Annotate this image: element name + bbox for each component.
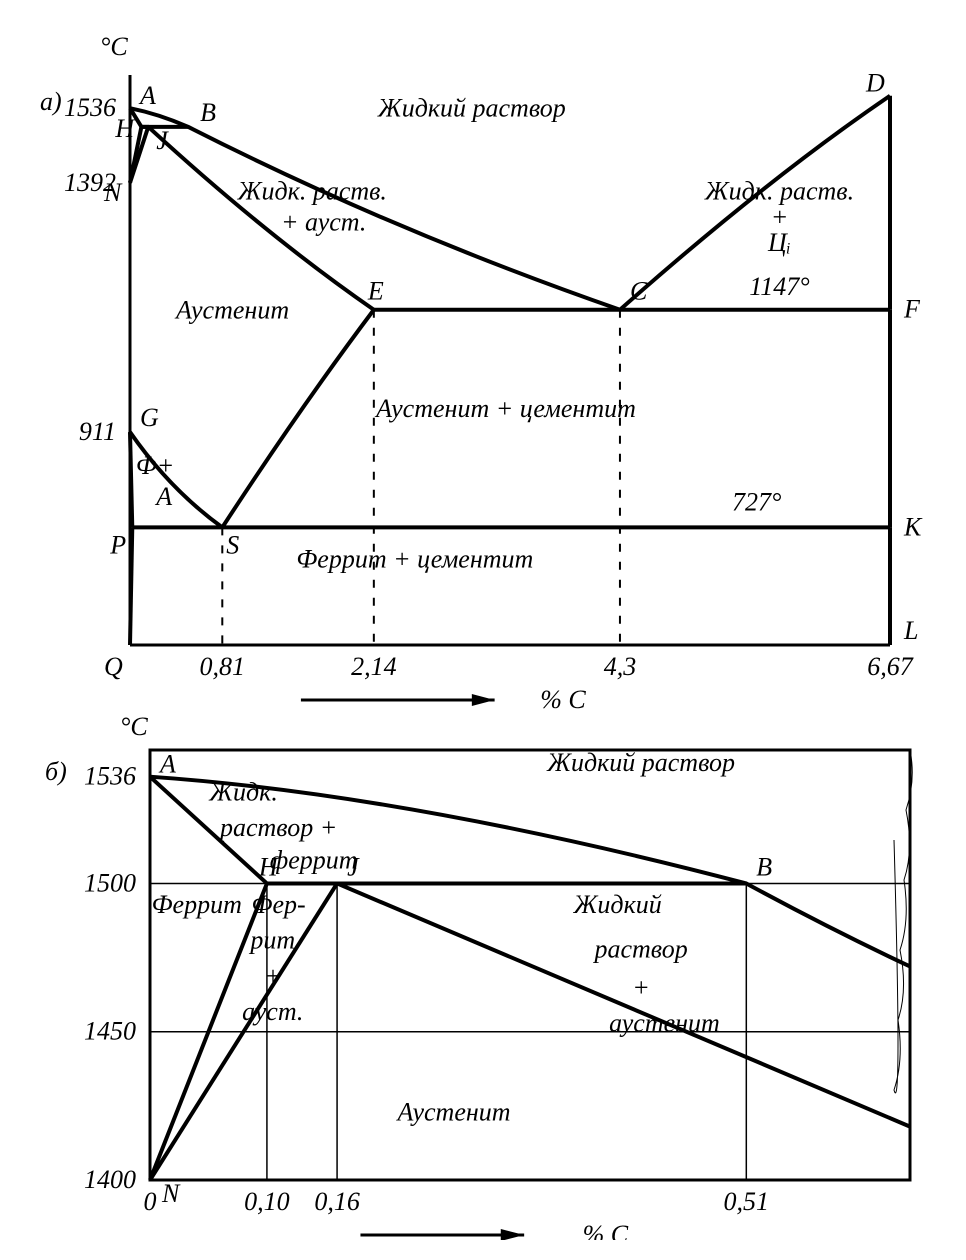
region-label: 727° xyxy=(732,487,781,516)
x-tick-label: 0,10 xyxy=(244,1187,290,1216)
region-label: Аустенит xyxy=(174,296,289,325)
region-label: 1147° xyxy=(749,272,809,301)
diagram-svg: 153613929110,812,144,36,67ABHJNDECFGSPKQ… xyxy=(20,20,946,1240)
y-tick-label: 1450 xyxy=(84,1017,136,1046)
x-tick-label: 2,14 xyxy=(351,652,397,681)
x-unit: % C xyxy=(583,1220,629,1240)
region-label: Жидкий раствор xyxy=(377,93,566,122)
point-label-C: C xyxy=(630,277,648,306)
region-label: Жидкий раствор xyxy=(546,748,735,777)
point-label-N: N xyxy=(103,178,123,207)
panel-label-a: a) xyxy=(40,87,62,116)
region-label: раствор xyxy=(592,935,687,964)
region-label: + ауст. xyxy=(281,207,366,236)
region-label: Цᵢ xyxy=(767,228,791,257)
x-tick-label: 0,16 xyxy=(314,1187,360,1216)
region-label: Фер- xyxy=(252,890,306,919)
x-unit: % C xyxy=(540,685,586,714)
region-label: Жидк. раств. xyxy=(704,176,854,205)
region-label: + xyxy=(632,973,650,1002)
y-tick-label: 1536 xyxy=(84,762,136,791)
point-label-E: E xyxy=(367,277,384,306)
point-label-N: N xyxy=(161,1179,181,1208)
point-label-G: G xyxy=(140,403,159,432)
x-tick-label: 0,51 xyxy=(724,1187,770,1216)
region-label: Жидк. раств. xyxy=(237,176,387,205)
point-label-H: H xyxy=(114,114,135,143)
region-label: раствор + xyxy=(218,813,337,842)
region-label: рит xyxy=(248,926,295,955)
x-tick-label: 4,3 xyxy=(604,652,637,681)
y-tick-label: 1400 xyxy=(84,1165,136,1194)
point-label-J: J xyxy=(156,126,169,155)
point-label-F: F xyxy=(903,295,921,324)
y-tick-label: 1500 xyxy=(84,868,136,897)
point-label-A: A xyxy=(138,81,156,110)
point-label-L: L xyxy=(903,616,918,645)
region-label: Аустенит + цементит xyxy=(374,394,636,423)
x-tick-label: 0 xyxy=(144,1187,157,1216)
point-label-B: B xyxy=(756,852,772,881)
point-label-Q: Q xyxy=(104,652,123,681)
region-label: Феррит xyxy=(152,890,242,919)
point-label-B: B xyxy=(200,98,216,127)
point-label-K: K xyxy=(903,512,923,541)
point-label-P: P xyxy=(109,530,126,559)
region-label: А xyxy=(154,482,172,511)
y-tick-label: 1536 xyxy=(64,93,116,122)
x-tick-label: 6,67 xyxy=(867,652,914,681)
region-label: Жидк. xyxy=(208,777,278,806)
region-label: Жидкий xyxy=(573,890,662,919)
point-label-S: S xyxy=(226,530,239,559)
phase-diagram-page: 153613929110,812,144,36,67ABHJNDECFGSPKQ… xyxy=(20,20,946,1240)
point-label-A: A xyxy=(158,750,176,779)
x-tick-label: 0,81 xyxy=(200,652,246,681)
y-unit: °C xyxy=(100,32,128,61)
y-tick-label: 911 xyxy=(79,417,116,446)
region-label: + xyxy=(264,961,282,990)
point-label-D: D xyxy=(865,69,885,98)
region-label: + xyxy=(771,202,789,231)
region-label: аустенит xyxy=(609,1009,720,1038)
region-label: Аустенит xyxy=(395,1098,510,1127)
region-label: Ф+ xyxy=(136,451,174,480)
y-unit: °C xyxy=(120,712,148,741)
region-label: феррит xyxy=(270,846,358,875)
region-label: ауст. xyxy=(242,997,303,1026)
region-label: Феррит + цементит xyxy=(296,544,533,573)
panel-label-b: б) xyxy=(45,757,67,786)
